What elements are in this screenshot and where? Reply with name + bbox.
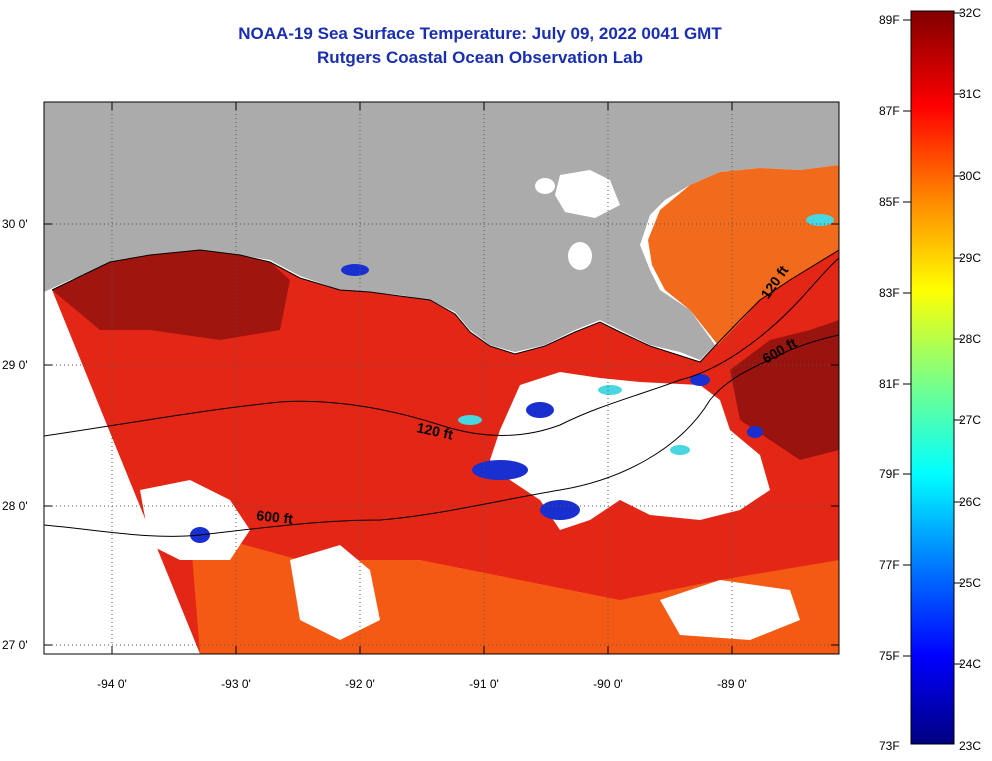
lon-label: -94 0' <box>97 677 127 691</box>
colorbar-c-label: 26C <box>959 495 981 509</box>
lon-label: -89 0' <box>717 677 747 691</box>
lon-label: -90 0' <box>593 677 623 691</box>
colorbar-f-label: 87F <box>879 104 900 118</box>
colorbar-c-label: 31C <box>959 87 981 101</box>
map-ticks <box>44 102 839 654</box>
colorbar-f-label: 77F <box>879 558 900 572</box>
colorbar-c-label: 23C <box>959 739 981 753</box>
colorbar-f-label: 85F <box>879 195 900 209</box>
colorbar-f-label: 73F <box>879 739 900 753</box>
lon-label: -92 0' <box>345 677 375 691</box>
colorbar-c-label: 24C <box>959 657 981 671</box>
lat-label: 30 0' <box>2 217 28 231</box>
colorbar-c-label: 25C <box>959 576 981 590</box>
colorbar-c-label: 29C <box>959 251 981 265</box>
cloud-mass-west-edge <box>44 290 200 654</box>
lon-label: -93 0' <box>221 677 251 691</box>
graticule <box>44 102 839 654</box>
colorbar-f-label: 83F <box>879 286 900 300</box>
colorbar-f-label: 89F <box>879 13 900 27</box>
contour-label: 600 ft <box>256 507 294 527</box>
cloud-mass-southwest <box>140 480 250 560</box>
colorbar-c-label: 28C <box>959 332 981 346</box>
lat-label: 28 0' <box>2 499 28 513</box>
lat-label: 29 0' <box>2 358 28 372</box>
land-mass <box>44 102 839 360</box>
coastline <box>51 249 839 363</box>
colorbar-f-label: 79F <box>879 467 900 481</box>
colorbar-f-label: 81F <box>879 377 900 391</box>
sea-hot-east <box>730 320 839 460</box>
lat-label: 27 0' <box>2 638 28 652</box>
colorbar-f-label: 75F <box>879 649 900 663</box>
lake-pontchartrain <box>568 242 592 270</box>
colorbar-c-label: 32C <box>959 6 981 20</box>
lake-small <box>535 178 555 194</box>
cloud-mass-southeast <box>660 580 800 640</box>
contour-120ft <box>44 257 839 437</box>
map-title: NOAA-19 Sea Surface Temperature: July 09… <box>238 24 722 43</box>
cloud-mass-south <box>290 545 380 640</box>
lon-label: -91 0' <box>469 677 499 691</box>
colorbar-c-label: 30C <box>959 169 981 183</box>
map-area <box>44 102 839 654</box>
sea-orange-east <box>648 165 839 345</box>
sea-hot-west <box>52 250 290 340</box>
lake-white <box>555 170 620 218</box>
map-frame <box>43 101 840 655</box>
contour-600ft <box>44 334 839 537</box>
colorbar-c-label: 27C <box>959 413 981 427</box>
contour-label: 120 ft <box>415 419 454 442</box>
cloud-fringe-cyan <box>458 214 834 455</box>
map-subtitle: Rutgers Coastal Ocean Observation Lab <box>317 48 643 67</box>
cloud-fringe-blue <box>190 264 763 543</box>
colorbar-ticks <box>903 12 962 665</box>
colorbar <box>910 10 955 745</box>
